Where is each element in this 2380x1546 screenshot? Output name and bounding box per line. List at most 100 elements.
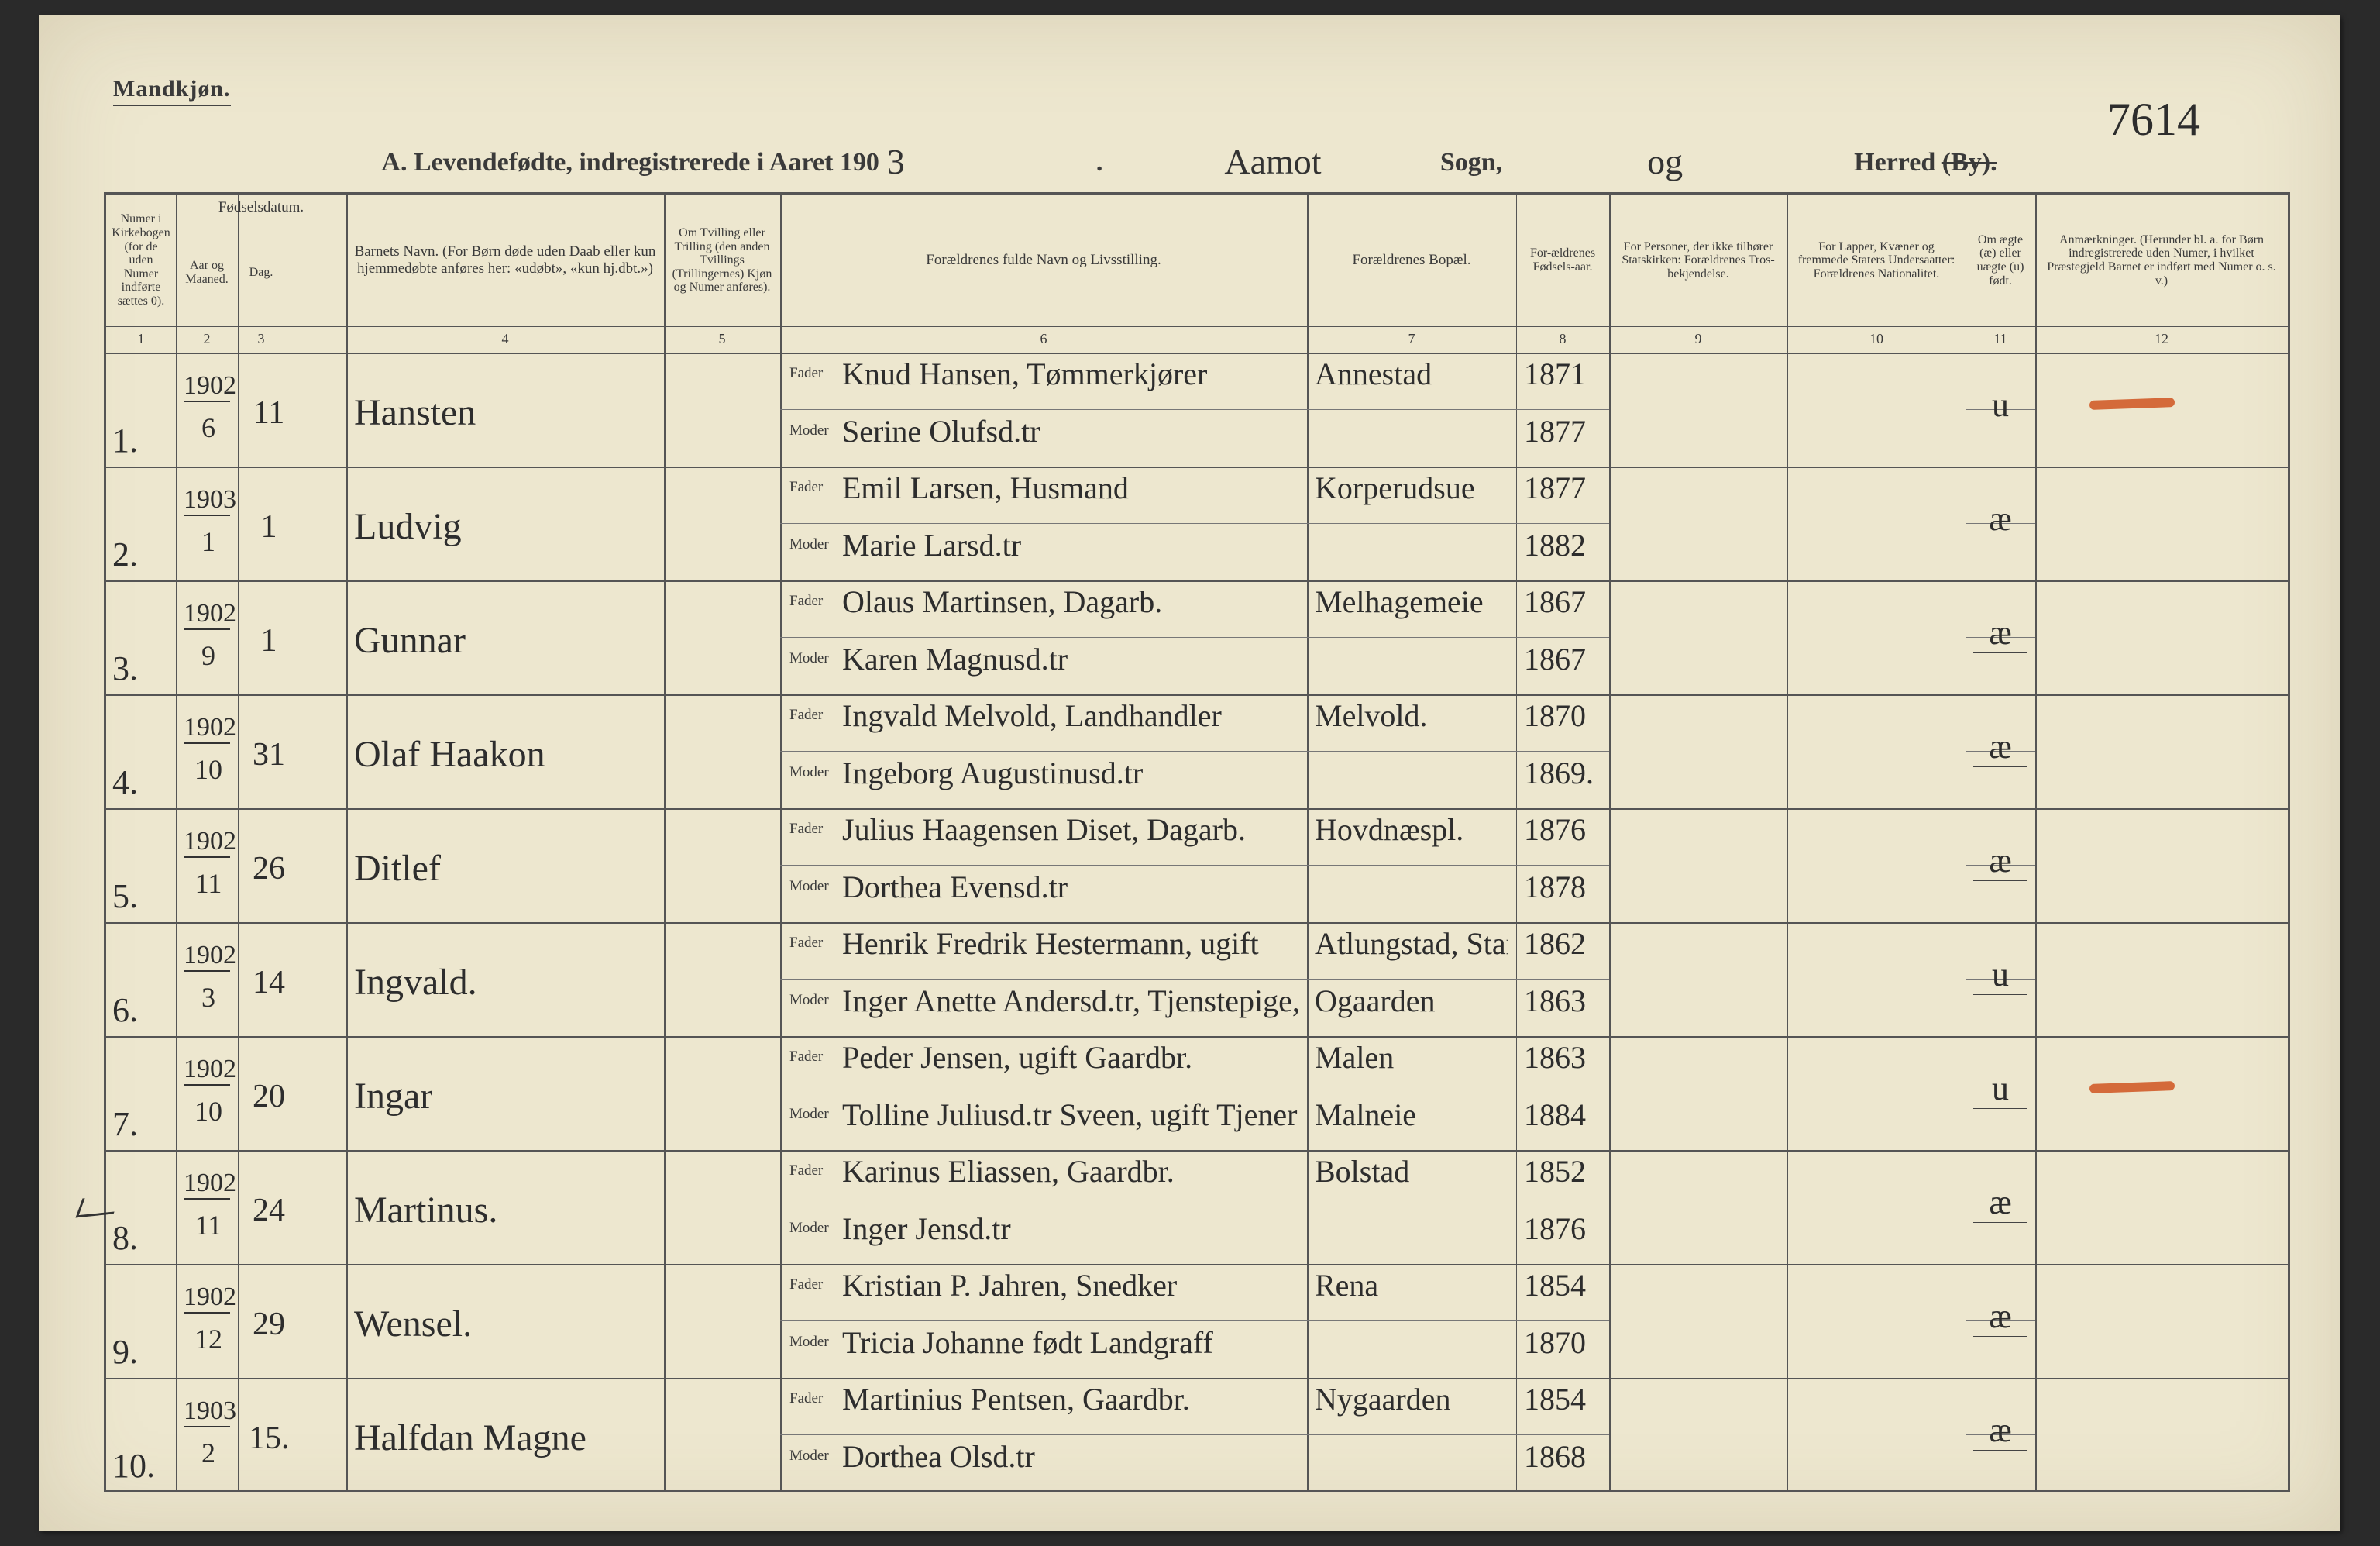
row-midline-years — [1516, 865, 1609, 866]
mother-label: Moder — [789, 764, 829, 781]
father-birth-year: 1854 — [1524, 1381, 1601, 1417]
hdr-12: Anmærkninger. (Herunder bl. a. for Børn … — [2035, 195, 2288, 326]
mother-text: Marie Larsd.tr — [842, 527, 1299, 563]
birth-year: 1902 — [184, 1055, 230, 1086]
hn-2: 2 — [176, 331, 238, 347]
mother-text: Ingeborg Augustinusd.tr — [842, 755, 1299, 791]
og-handwritten: og — [1639, 141, 1748, 184]
mother-birth-year: 1868 — [1524, 1438, 1601, 1475]
birth-year: 1902 — [184, 941, 230, 972]
father-label: Fader — [789, 935, 823, 952]
mother-label: Moder — [789, 1220, 829, 1237]
row-number: 3. — [112, 649, 170, 688]
row-midline-parents — [780, 409, 1307, 410]
mother-label: Moder — [789, 1334, 829, 1351]
child-name: Gunnar — [354, 619, 656, 662]
legitimacy: æ — [1973, 1296, 2027, 1337]
birth-day: 29 — [249, 1306, 289, 1343]
mother-birth-year: 1863 — [1524, 983, 1601, 1019]
gender-heading: Mandkjøn. — [113, 76, 231, 106]
row-midline-years — [1516, 1320, 1609, 1321]
row-midline-parents — [780, 865, 1307, 866]
birth-month: 1 — [188, 525, 229, 558]
hdr-5: Om Tvilling eller Trilling (den anden Tv… — [664, 195, 780, 326]
mother-text: Inger Anette Andersd.tr, Tjenstepige, Ku… — [842, 983, 1299, 1019]
table-row: 10.1903215.Halfdan MagneFaderModerMartin… — [106, 1378, 2288, 1492]
father-text: Peder Jensen, ugift Gaardbr. — [842, 1039, 1299, 1076]
mother-text: Serine Olufsd.tr — [842, 413, 1299, 449]
row-midline-bopael — [1307, 637, 1516, 638]
row-midline-parents — [780, 523, 1307, 524]
table-body: 1.1902611HanstenFaderModerKnud Hansen, T… — [106, 353, 2288, 1490]
row-midline-bopael — [1307, 865, 1516, 866]
hn-10: 10 — [1787, 331, 1966, 347]
row-midline-years — [1516, 523, 1609, 524]
table-row: 3.190291GunnarFaderModerOlaus Martinsen,… — [106, 580, 2288, 696]
child-name: Martinus. — [354, 1189, 656, 1231]
father-birth-year: 1871 — [1524, 356, 1601, 392]
title-line: A. Levendefødte, indregistrerede i Aaret… — [39, 138, 2340, 181]
residence: Malen — [1315, 1039, 1508, 1076]
row-midline-parents — [780, 637, 1307, 638]
residence-2: Ogaarden — [1315, 983, 1508, 1019]
register-table: Numer i Kirkebogen (for de uden Numer in… — [104, 192, 2290, 1492]
legitimacy: u — [1973, 955, 2027, 995]
hdr-7: Forældrenes Bopæl. — [1307, 195, 1516, 326]
father-label: Fader — [789, 1162, 823, 1179]
father-text: Karinus Eliassen, Gaardbr. — [842, 1153, 1299, 1190]
residence-2: Malneie — [1315, 1097, 1508, 1133]
residence: Melhagemeie — [1315, 584, 1508, 620]
hn-11: 11 — [1966, 331, 2035, 347]
residence: Atlungstad, Stange — [1315, 925, 1508, 962]
child-name: Olaf Haakon — [354, 733, 656, 776]
father-birth-year: 1862 — [1524, 925, 1601, 962]
mother-birth-year: 1878 — [1524, 869, 1601, 905]
residence: Hovdnæspl. — [1315, 811, 1508, 848]
legitimacy: æ — [1973, 613, 2027, 653]
father-birth-year: 1852 — [1524, 1153, 1601, 1190]
sogn-handwritten: Aamot — [1216, 141, 1433, 184]
mother-label: Moder — [789, 992, 829, 1009]
hn-1: 1 — [106, 331, 176, 347]
birth-day: 15. — [249, 1420, 289, 1457]
father-label: Fader — [789, 593, 823, 610]
hdr-6: Forældrenes fulde Navn og Livsstilling. — [780, 195, 1307, 326]
father-label: Fader — [789, 821, 823, 838]
mother-birth-year: 1869. — [1524, 755, 1601, 791]
orange-mark — [2089, 1081, 2175, 1093]
mother-text: Tolline Juliusd.tr Sveen, ugift Tjener — [842, 1097, 1299, 1133]
birth-day: 1 — [249, 508, 289, 546]
table-row: 6.1902314Ingvald.FaderModerHenrik Fredri… — [106, 922, 2288, 1038]
father-text: Martinius Pentsen, Gaardbr. — [842, 1381, 1299, 1417]
table-row: 1.1902611HanstenFaderModerKnud Hansen, T… — [106, 353, 2288, 468]
father-label: Fader — [789, 1048, 823, 1066]
father-birth-year: 1877 — [1524, 470, 1601, 506]
child-name: Wensel. — [354, 1303, 656, 1345]
row-midline-parents — [780, 1434, 1307, 1435]
row-number: 5. — [112, 876, 170, 916]
residence: Annestad — [1315, 356, 1508, 392]
father-birth-year: 1863 — [1524, 1039, 1601, 1076]
legitimacy: æ — [1973, 1410, 2027, 1451]
birth-day: 1 — [249, 622, 289, 659]
birth-day: 31 — [249, 736, 289, 773]
birth-day: 20 — [249, 1078, 289, 1115]
father-text: Ingvald Melvold, Landhandler — [842, 697, 1299, 734]
birth-month: 11 — [188, 1209, 229, 1241]
residence: Nygaarden — [1315, 1381, 1508, 1417]
header-col-numbers: 1 2 3 4 5 6 7 8 9 10 11 12 — [106, 326, 2288, 354]
mother-text: Tricia Johanne født Landgraff — [842, 1324, 1299, 1361]
row-midline-years — [1516, 1434, 1609, 1435]
birth-month: 10 — [188, 1095, 229, 1128]
hn-9: 9 — [1609, 331, 1787, 347]
mother-birth-year: 1877 — [1524, 413, 1601, 449]
hdr-4: Barnets Navn. (For Børn døde uden Daab e… — [346, 195, 664, 326]
legitimacy: æ — [1973, 1183, 2027, 1223]
mother-label: Moder — [789, 1106, 829, 1123]
hn-6: 6 — [780, 331, 1307, 347]
register-page: Mandkjøn. 7614 A. Levendefødte, indregis… — [39, 15, 2340, 1531]
table-row: 7.19021020IngarFaderModerPeder Jensen, u… — [106, 1036, 2288, 1152]
title-printed: A. Levendefødte, indregistrerede i Aaret… — [381, 148, 879, 177]
title-period: . — [1096, 148, 1103, 177]
mother-text: Dorthea Olsd.tr — [842, 1438, 1299, 1475]
